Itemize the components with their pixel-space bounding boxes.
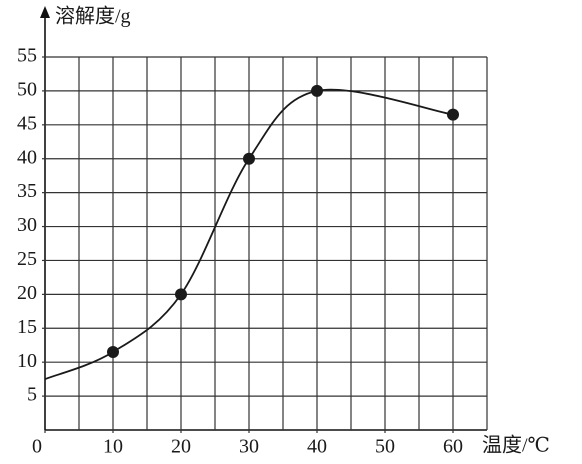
y-tick-label: 25 [17,248,37,270]
y-tick-label: 15 [17,316,37,338]
y-tick-label: 50 [17,79,37,101]
y-tick-label: 35 [17,180,37,202]
y-tick-label: 45 [17,112,37,134]
y-tick-label: 10 [17,350,37,372]
y-tick-label: 20 [17,282,37,304]
point [243,152,255,165]
point [107,346,119,359]
x-tick-label: 0 [32,436,42,458]
y-tick-label: 55 [17,45,37,67]
x-tick-label: 30 [239,436,259,458]
y-axis-arrow [40,6,50,18]
point [175,288,187,301]
y-tick-label: 5 [27,384,37,406]
point [447,108,459,121]
y-axis-label: 溶解度/g [55,5,131,28]
x-tick-label: 50 [375,436,395,458]
x-tick-label: 60 [443,436,463,458]
y-tick-label: 30 [17,214,37,236]
point [311,84,323,97]
x-tick-label: 10 [103,436,123,458]
x-axis-label: 温度/℃ [482,434,550,457]
x-tick-label: 20 [171,436,191,458]
x-tick-label: 40 [307,436,327,458]
y-tick-label: 40 [17,146,37,168]
